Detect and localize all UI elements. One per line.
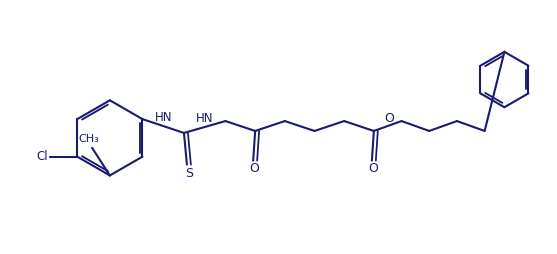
- Text: S: S: [185, 167, 193, 180]
- Text: O: O: [249, 162, 259, 175]
- Text: CH₃: CH₃: [79, 134, 100, 144]
- Text: HN: HN: [154, 110, 172, 124]
- Text: O: O: [368, 162, 378, 175]
- Text: HN: HN: [196, 112, 213, 125]
- Text: Cl: Cl: [36, 150, 47, 163]
- Text: O: O: [385, 112, 394, 125]
